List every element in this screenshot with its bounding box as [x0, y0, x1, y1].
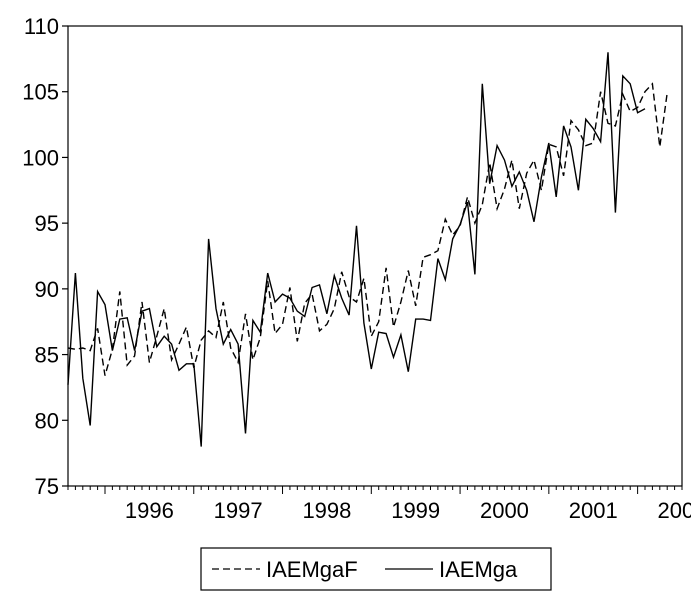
- y-tick-label-80: 80: [35, 408, 59, 433]
- y-tick-label-100: 100: [22, 145, 59, 170]
- legend-box: [200, 547, 552, 591]
- series-line-iaemgaf: [67, 82, 668, 376]
- x-tick-label-1996: 1996: [125, 498, 174, 523]
- plot-frame: [67, 25, 683, 487]
- y-tick-label-95: 95: [35, 211, 59, 236]
- x-tick-label-1997: 1997: [214, 498, 263, 523]
- x-tick-label-2002: 2002: [658, 498, 691, 523]
- legend: IAEMgaF IAEMga: [200, 547, 552, 591]
- plot-axes: 75 80 85 90 95 100 105 110 1996 1997 1998 1999 2000 2…: [22, 14, 691, 523]
- x-tick-label-2001: 2001: [569, 498, 618, 523]
- y-tick-label-90: 90: [35, 277, 59, 302]
- series-layer: [67, 52, 668, 447]
- y-tick-label-75: 75: [35, 474, 59, 499]
- legend-label-iaemga: IAEMga: [439, 557, 518, 582]
- legend-label-iaemgaf: IAEMgaF: [266, 557, 358, 582]
- series-line-iaemga: [67, 52, 646, 447]
- y-tick-label-110: 110: [24, 14, 59, 39]
- y-tick-label-85: 85: [35, 343, 59, 368]
- x-tick-label-2000: 2000: [480, 498, 529, 523]
- x-tick-label-1998: 1998: [302, 498, 351, 523]
- y-tick-label-105: 105: [22, 80, 59, 105]
- x-tick-label-1999: 1999: [391, 498, 440, 523]
